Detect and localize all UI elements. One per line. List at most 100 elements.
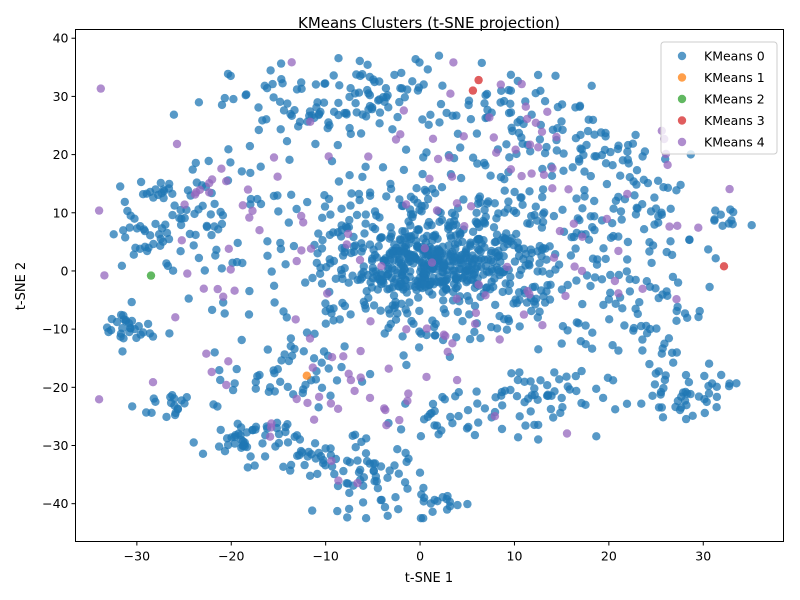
data-point [400, 478, 410, 487]
data-point [645, 282, 655, 291]
data-point [287, 351, 297, 360]
data-point [724, 382, 734, 391]
data-point [316, 107, 325, 117]
data-point [506, 165, 516, 174]
data-point [276, 377, 285, 386]
data-point [266, 423, 276, 432]
data-point [326, 210, 335, 219]
data-point [623, 189, 632, 199]
data-point [182, 393, 191, 402]
data-point [317, 244, 327, 253]
data-point [729, 207, 738, 217]
data-point [147, 408, 156, 417]
data-point [143, 319, 153, 329]
data-point [548, 184, 557, 193]
plot-frame [75, 29, 784, 542]
data-point [269, 153, 279, 162]
data-point [285, 155, 294, 164]
data-point [419, 268, 428, 277]
data-point [361, 162, 370, 171]
data-point [334, 54, 343, 63]
legend-marker [677, 51, 687, 61]
data-point [614, 246, 623, 256]
data-point [344, 504, 354, 514]
data-point [551, 71, 560, 81]
data-point [340, 301, 350, 311]
data-point [232, 364, 241, 374]
data-point [453, 275, 462, 284]
data-point [561, 291, 570, 301]
data-point [338, 251, 348, 260]
data-point [375, 108, 385, 117]
data-point [474, 280, 483, 289]
data-point [388, 301, 397, 310]
data-point [538, 185, 548, 194]
data-point [314, 229, 323, 238]
data-point [483, 199, 492, 208]
data-point [420, 244, 429, 253]
data-point [381, 84, 391, 93]
data-point [395, 195, 404, 204]
data-point [287, 190, 296, 199]
data-point [673, 278, 683, 287]
data-point [710, 216, 719, 225]
data-point [136, 330, 145, 339]
data-point [243, 463, 252, 472]
data-point [393, 268, 402, 277]
x-tick-label: −10 [312, 549, 338, 564]
data-point [183, 269, 192, 278]
data-point [618, 304, 627, 313]
data-point [339, 352, 348, 361]
data-point [344, 369, 353, 378]
data-point [506, 86, 516, 95]
data-point [363, 60, 372, 69]
data-point [402, 457, 411, 467]
data-point [233, 419, 242, 428]
data-point [320, 191, 329, 200]
data-point [539, 292, 548, 301]
data-point [423, 412, 432, 422]
data-point [379, 93, 388, 102]
data-point [602, 214, 612, 224]
data-point [119, 226, 128, 235]
data-point [526, 147, 535, 156]
data-point [394, 469, 403, 478]
data-point [400, 264, 409, 273]
data-point [446, 412, 455, 422]
data-point [681, 370, 691, 380]
data-point [365, 91, 375, 100]
data-point [329, 228, 338, 237]
data-point [648, 241, 658, 250]
data-point [606, 270, 615, 280]
data-point [654, 212, 663, 221]
data-point [202, 349, 211, 358]
data-point [297, 246, 306, 255]
data-point [676, 180, 685, 190]
data-point [378, 163, 388, 172]
data-point [314, 403, 323, 412]
data-point [206, 210, 215, 219]
data-point [394, 505, 403, 514]
data-point [346, 248, 356, 258]
legend-label: KMeans 2 [704, 92, 765, 107]
data-point [223, 69, 233, 79]
data-point [292, 204, 301, 214]
data-point [226, 265, 235, 274]
data-point [334, 177, 344, 186]
data-point [416, 329, 426, 338]
data-point [609, 204, 618, 213]
data-point [303, 197, 312, 207]
data-point [251, 422, 261, 431]
data-point [495, 311, 504, 321]
data-point [422, 324, 432, 333]
data-point [226, 158, 235, 167]
y-tick-label: 10 [53, 205, 69, 220]
data-point [453, 282, 462, 291]
data-point [346, 310, 355, 319]
data-point [490, 274, 499, 283]
data-point [305, 471, 315, 480]
data-point [362, 434, 371, 443]
data-point [376, 306, 385, 315]
data-point [508, 126, 517, 136]
data-point [638, 152, 647, 161]
